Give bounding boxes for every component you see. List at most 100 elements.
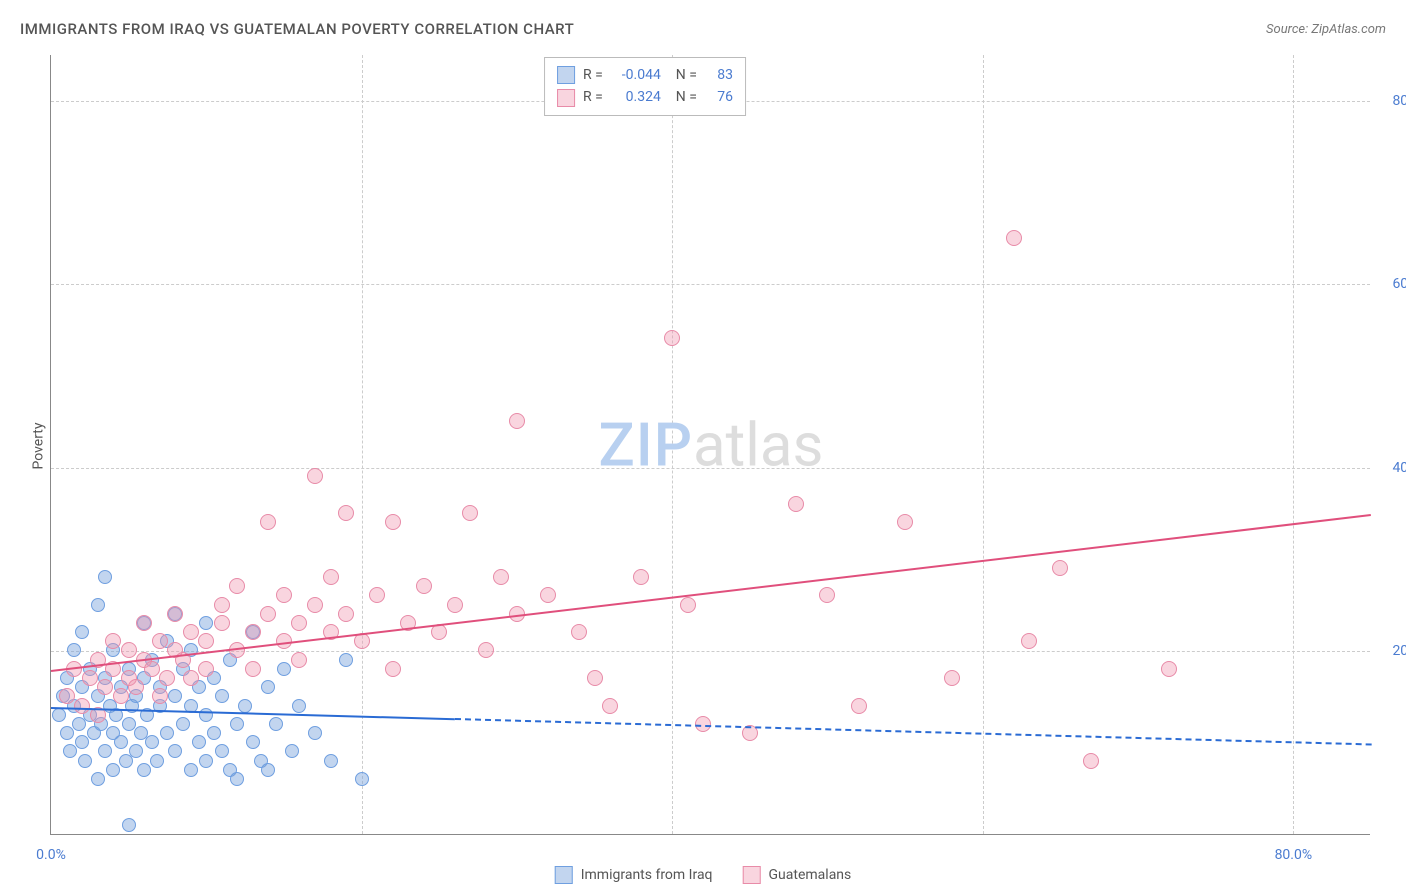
legend-r-value: -0.044 <box>611 64 661 86</box>
data-point-guatemala <box>1021 633 1037 649</box>
data-point-guatemala <box>788 496 804 512</box>
gridline-vertical <box>1293 55 1294 834</box>
data-point-iraq <box>122 818 136 832</box>
data-point-guatemala <box>385 661 401 677</box>
data-point-iraq <box>168 689 182 703</box>
legend-n-value: 83 <box>705 64 733 86</box>
data-point-guatemala <box>167 606 183 622</box>
source-label: Source: ZipAtlas.com <box>1266 22 1386 37</box>
data-point-guatemala <box>136 615 152 631</box>
data-point-guatemala <box>369 587 385 603</box>
data-point-iraq <box>67 643 81 657</box>
data-point-guatemala <box>540 587 556 603</box>
data-point-guatemala <box>105 633 121 649</box>
data-point-iraq <box>355 772 369 786</box>
data-point-guatemala <box>944 670 960 686</box>
data-point-iraq <box>308 726 322 740</box>
legend-r-label: R = <box>583 64 603 86</box>
data-point-guatemala <box>602 698 618 714</box>
legend-n-value: 76 <box>705 86 733 108</box>
data-point-guatemala <box>152 688 168 704</box>
legend-stats-row: R = -0.044 N = 83 <box>557 64 733 86</box>
data-point-iraq <box>269 717 283 731</box>
data-point-guatemala <box>144 661 160 677</box>
data-point-guatemala <box>245 661 261 677</box>
data-point-guatemala <box>571 624 587 640</box>
data-point-iraq <box>98 570 112 584</box>
data-point-iraq <box>339 653 353 667</box>
data-point-iraq <box>137 763 151 777</box>
legend-n-label: N = <box>669 64 697 86</box>
data-point-guatemala <box>307 468 323 484</box>
data-point-iraq <box>246 735 260 749</box>
data-point-guatemala <box>416 578 432 594</box>
data-point-guatemala <box>183 624 199 640</box>
x-tick-label: 80.0% <box>1275 847 1313 863</box>
data-point-iraq <box>60 726 74 740</box>
data-point-iraq <box>78 754 92 768</box>
data-point-iraq <box>63 744 77 758</box>
data-point-guatemala <box>447 597 463 613</box>
data-point-iraq <box>230 717 244 731</box>
data-point-iraq <box>215 689 229 703</box>
data-point-iraq <box>122 717 136 731</box>
legend-n-label: N = <box>669 86 697 108</box>
data-point-guatemala <box>478 642 494 658</box>
scatter-plot-area: 20.0%40.0%60.0%80.0%0.0%80.0%ZIPatlasR =… <box>50 55 1370 835</box>
data-point-guatemala <box>121 642 137 658</box>
legend-swatch <box>557 89 575 107</box>
data-point-iraq <box>324 754 338 768</box>
data-point-guatemala <box>819 587 835 603</box>
data-point-guatemala <box>82 670 98 686</box>
data-point-guatemala <box>291 652 307 668</box>
data-point-iraq <box>238 699 252 713</box>
chart-title: IMMIGRANTS FROM IRAQ VS GUATEMALAN POVER… <box>20 20 574 38</box>
gridline-horizontal <box>51 284 1370 285</box>
data-point-guatemala <box>307 597 323 613</box>
data-point-iraq <box>184 763 198 777</box>
data-point-iraq <box>261 680 275 694</box>
data-point-guatemala <box>260 606 276 622</box>
legend-bottom: Immigrants from IraqGuatemalans <box>555 866 852 884</box>
data-point-guatemala <box>338 505 354 521</box>
data-point-iraq <box>91 772 105 786</box>
legend-r-label: R = <box>583 86 603 108</box>
data-point-guatemala <box>509 413 525 429</box>
data-point-guatemala <box>385 514 401 530</box>
data-point-guatemala <box>897 514 913 530</box>
data-point-guatemala <box>338 606 354 622</box>
data-point-guatemala <box>74 698 90 714</box>
data-point-guatemala <box>587 670 603 686</box>
data-point-guatemala <box>1052 560 1068 576</box>
data-point-guatemala <box>633 569 649 585</box>
data-point-guatemala <box>1006 230 1022 246</box>
y-axis-label: Poverty <box>31 422 47 469</box>
gridline-horizontal <box>51 651 1370 652</box>
data-point-guatemala <box>276 587 292 603</box>
data-point-guatemala <box>260 514 276 530</box>
data-point-iraq <box>98 744 112 758</box>
data-point-iraq <box>75 625 89 639</box>
data-point-iraq <box>285 744 299 758</box>
y-tick-label: 20.0% <box>1380 643 1406 659</box>
data-point-guatemala <box>198 633 214 649</box>
data-point-guatemala <box>128 679 144 695</box>
y-tick-label: 60.0% <box>1380 276 1406 292</box>
data-point-iraq <box>52 708 66 722</box>
legend-r-value: 0.324 <box>611 86 661 108</box>
data-point-guatemala <box>323 569 339 585</box>
data-point-iraq <box>199 616 213 630</box>
data-point-guatemala <box>664 330 680 346</box>
data-point-guatemala <box>1083 753 1099 769</box>
data-point-guatemala <box>214 615 230 631</box>
data-point-iraq <box>168 744 182 758</box>
data-point-guatemala <box>113 688 129 704</box>
gridline-vertical <box>672 55 673 834</box>
data-point-guatemala <box>245 624 261 640</box>
data-point-iraq <box>75 735 89 749</box>
data-point-guatemala <box>214 597 230 613</box>
data-point-iraq <box>150 754 164 768</box>
trend-line <box>51 514 1371 672</box>
gridline-horizontal <box>51 468 1370 469</box>
legend-swatch <box>557 66 575 84</box>
